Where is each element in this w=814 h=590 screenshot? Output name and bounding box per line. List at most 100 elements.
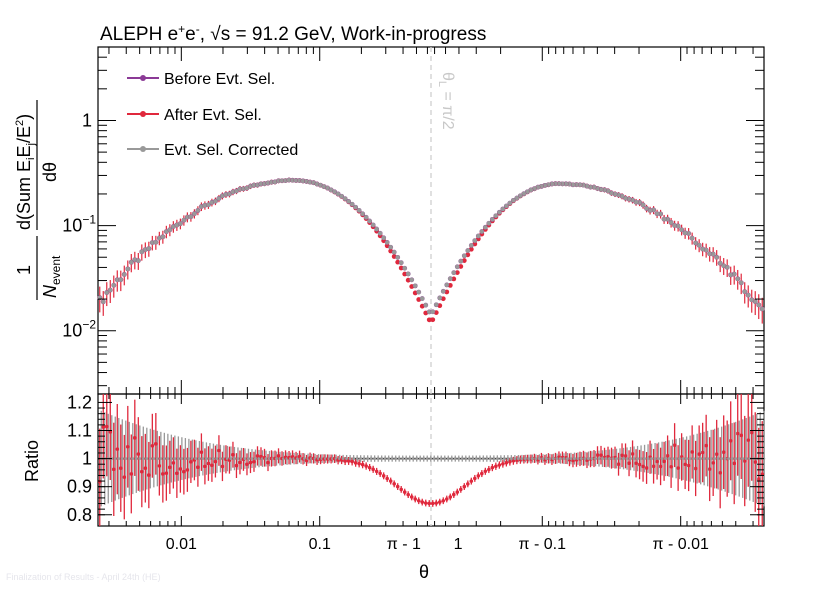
ratio-point-after (136, 452, 141, 456)
ratio-point-after (487, 467, 491, 472)
ratio-point-corrected (355, 457, 359, 461)
ratio-point-corrected (551, 457, 555, 461)
point-corrected (497, 210, 502, 215)
ratio-point-after (497, 463, 502, 467)
ratio-point-after (399, 487, 404, 492)
ratio-point-corrected (474, 457, 478, 461)
point-corrected (518, 193, 523, 198)
footer-text: Finalization of Results - April 24th (HE… (6, 572, 161, 582)
ratio-point-after (231, 452, 235, 457)
ratio-point-after (266, 460, 270, 465)
ratio-point-corrected (478, 457, 482, 461)
point-corrected (560, 181, 565, 187)
ratio-point-after (234, 463, 239, 468)
ratio-point-corrected (253, 457, 257, 461)
ratio-point-after (676, 466, 680, 470)
ratio-point-corrected (134, 457, 138, 461)
ratio-point-after (388, 479, 393, 483)
point-corrected (458, 258, 463, 264)
ratio-point-after (732, 461, 737, 466)
point-corrected (441, 289, 446, 294)
point-corrected (756, 302, 761, 308)
point-corrected (472, 238, 478, 243)
ratio-point-after (402, 490, 407, 494)
point-corrected (668, 220, 674, 225)
legend: Before Evt. Sel. After Evt. Sel. Evt. Se… (127, 71, 298, 159)
ratio-point-corrected (373, 457, 377, 461)
point-corrected (490, 217, 495, 222)
point-corrected (724, 265, 730, 270)
point-corrected (654, 211, 660, 216)
ratio-point-after (458, 487, 463, 492)
ratio-point-after (707, 467, 712, 471)
ratio-point-corrected (558, 457, 562, 461)
ratio-point-corrected (555, 457, 559, 461)
ratio-point-corrected (741, 457, 745, 461)
ratio-point-corrected (418, 457, 422, 461)
point-corrected (448, 276, 453, 281)
ratio-point-corrected (579, 457, 583, 461)
ratio-point-after (430, 501, 435, 506)
ratio-point-after (101, 425, 106, 429)
ratio-point-corrected (576, 457, 580, 461)
ratio-point-after (714, 452, 719, 456)
ratio-point-after (189, 460, 193, 464)
ratio-point-corrected (155, 457, 159, 461)
point-corrected (661, 216, 667, 222)
ratio-point-corrected (218, 457, 222, 461)
svg-text:1: 1 (14, 265, 34, 275)
ratio-point-corrected (194, 457, 198, 461)
point-corrected (465, 248, 471, 253)
point-corrected (248, 184, 253, 189)
ratio-point-after (623, 454, 628, 458)
point-corrected (230, 189, 236, 195)
point-corrected (746, 292, 751, 298)
point-corrected (388, 245, 393, 250)
ratio-y-label: Ratio (22, 440, 42, 482)
ratio-point-corrected (117, 457, 121, 461)
point-corrected (171, 224, 176, 229)
ratio-point-corrected (183, 457, 187, 461)
point-corrected (563, 181, 569, 187)
ratio-point-corrected (176, 457, 180, 461)
point-corrected (360, 211, 365, 216)
point-corrected (623, 196, 628, 201)
ratio-point-corrected (730, 457, 734, 461)
point-corrected (577, 182, 583, 187)
ratio-point-corrected (159, 457, 163, 461)
point-corrected (136, 258, 141, 263)
point-corrected (335, 191, 341, 197)
ratio-point-corrected (439, 457, 443, 461)
ratio-point-after (252, 460, 256, 464)
ratio-point-after (655, 459, 659, 464)
point-corrected (532, 186, 537, 191)
ratio-point-after (473, 476, 477, 481)
ratio-point-corrected (204, 457, 208, 461)
ratio-point-after (448, 495, 453, 499)
ratio-point-after (644, 466, 649, 470)
point-corrected (427, 309, 432, 315)
point-corrected (279, 178, 285, 183)
ratio-point-after (154, 442, 158, 446)
ratio-y-tick-label: 1 (82, 449, 92, 469)
point-corrected (304, 179, 309, 184)
ratio-point-corrected (601, 457, 605, 461)
ratio-point-corrected (646, 457, 650, 461)
point-corrected (539, 184, 544, 189)
point-after (451, 276, 457, 282)
ratio-point-corrected (404, 457, 408, 461)
ratio-point-corrected (145, 457, 149, 461)
ratio-point-after (753, 460, 758, 464)
ratio-point-after (220, 464, 225, 469)
ratio-point-corrected (611, 457, 615, 461)
ratio-point-after (255, 454, 260, 458)
ratio-point-after (756, 477, 761, 482)
ratio-point-corrected (411, 457, 415, 461)
point-corrected (143, 247, 148, 252)
ratio-point-after (704, 443, 708, 448)
ratio-point-corrected (608, 457, 612, 461)
point-corrected (276, 178, 281, 183)
point-corrected (328, 187, 334, 193)
ratio-y-tick-label: 1.1 (67, 421, 92, 441)
